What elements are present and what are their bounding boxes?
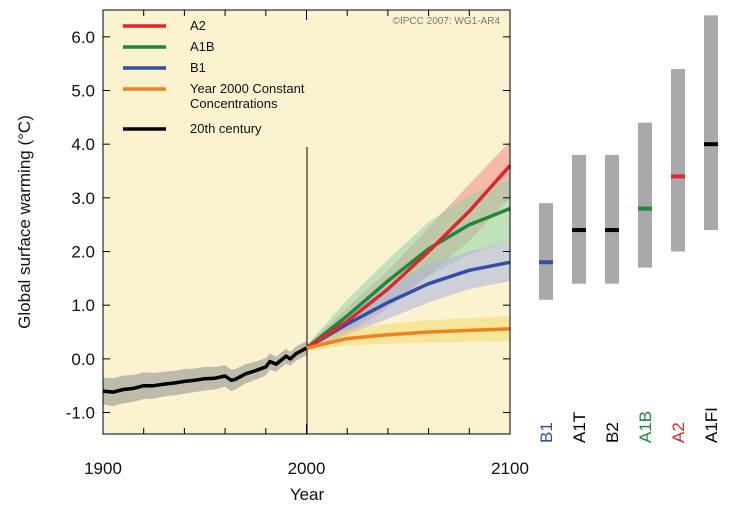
legend-label: 20th century (190, 121, 262, 136)
range-best-estimate (572, 228, 586, 233)
band-20th-century (103, 341, 307, 407)
range-b1: B1 (537, 203, 556, 443)
range-label: A1FI (702, 407, 721, 443)
range-label: A1T (570, 412, 589, 443)
line-a1b (305, 206, 511, 350)
range-label: B1 (537, 422, 556, 443)
line-year-2000-constant-concentrations (306, 327, 511, 350)
copyright-text: ©IPCC 2007: WG1-AR4 (393, 16, 501, 27)
range-a1t: A1T (570, 154, 589, 443)
line-a2 (305, 164, 512, 350)
range-best-estimate (638, 206, 652, 211)
y-tick-label: 4.0 (71, 135, 95, 154)
line-20th-century (102, 346, 308, 394)
legend-item-20th-century: 20th century (123, 121, 262, 136)
series-lines (102, 164, 512, 394)
y-tick-label: 6.0 (71, 28, 95, 47)
range-bar (572, 154, 586, 284)
range-bar (605, 154, 619, 284)
legend-label: A2 (190, 18, 206, 33)
range-a1fi: A1FI (702, 15, 721, 443)
range-bar (638, 122, 652, 268)
range-best-estimate (704, 142, 718, 147)
line-b1 (305, 260, 511, 350)
range-best-estimate (605, 228, 619, 233)
legend-label: Year 2000 Constant (190, 81, 305, 96)
y-tick-label: 2.0 (71, 243, 95, 262)
x-tick-label: 2100 (491, 459, 529, 478)
range-a2: A2 (669, 69, 688, 443)
likely-ranges: B1 A1T B2 A1B A2 A1FI (537, 15, 721, 443)
y-tick-label: 1.0 (71, 296, 95, 315)
legend-label: B1 (190, 60, 206, 75)
legend-item-b1: B1 (123, 60, 206, 75)
y-tick-label: 5.0 (71, 82, 95, 101)
range-label: A1B (636, 411, 655, 443)
range-bar (671, 69, 685, 252)
legend-label: Concentrations (190, 96, 278, 111)
range-label: B2 (603, 422, 622, 443)
band-b1 (306, 240, 510, 351)
range-b2: B2 (603, 154, 622, 443)
x-axis-title: Year (290, 485, 325, 504)
y-tick-label: 3.0 (71, 189, 95, 208)
range-label: A2 (669, 422, 688, 443)
range-a1b: A1B (636, 122, 655, 443)
legend-label: A1B (190, 39, 215, 54)
y-axis-title: Global surface warming (°C) (15, 115, 34, 329)
legend-item-a2: A2 (123, 18, 206, 33)
axes: -1.0 0.0 1.0 2.0 3.0 4.0 5.0 6.0 1900 2000 2100 (66, 9, 529, 478)
x-tick-label: 1900 (84, 459, 122, 478)
range-best-estimate (539, 260, 553, 265)
y-tick-label: 0.0 (71, 350, 95, 369)
range-bar (539, 203, 553, 300)
range-bar (704, 15, 718, 231)
legend-item-a1b: A1B (123, 39, 215, 54)
range-best-estimate (671, 174, 685, 179)
x-tick-label: 2000 (288, 459, 326, 478)
y-tick-label: -1.0 (66, 404, 95, 423)
